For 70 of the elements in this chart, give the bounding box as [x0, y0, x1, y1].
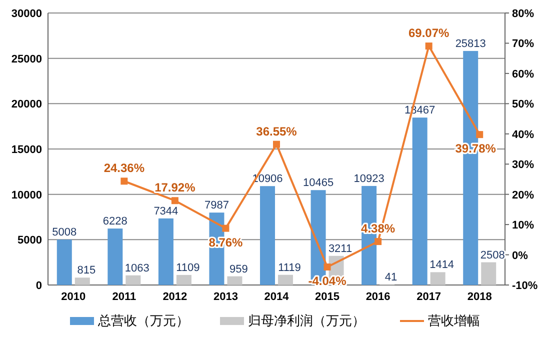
bar — [260, 186, 275, 285]
point — [324, 263, 331, 270]
bar — [176, 274, 192, 285]
y2-tick-label: 40% — [512, 128, 534, 141]
data-label: 1414 — [430, 259, 454, 272]
data-label: 1109 — [176, 262, 200, 274]
data-label: 24.36% — [104, 161, 145, 176]
point — [273, 140, 280, 148]
bar — [126, 275, 141, 285]
y2-tick-label: 60% — [512, 68, 534, 80]
data-label: 7344 — [154, 205, 178, 218]
x-tick-label: 2014 — [264, 291, 290, 303]
y-tick-label: 30000 — [11, 8, 42, 20]
y2-tick-label: 80% — [512, 8, 534, 20]
y-tick-label: 5000 — [18, 234, 42, 247]
y-tick-label: 20000 — [11, 98, 42, 111]
point — [171, 197, 178, 204]
data-label: 3211 — [328, 242, 352, 255]
x-tick-label: 2012 — [162, 291, 188, 303]
y2-tick-label: 10% — [512, 220, 534, 232]
y2-tick-label: -10% — [512, 280, 538, 292]
point — [374, 238, 382, 246]
y-tick-label: 15000 — [11, 144, 42, 156]
y-tick-label: 25000 — [11, 53, 42, 66]
data-label: 6228 — [102, 216, 128, 228]
data-label: 7987 — [204, 200, 229, 212]
y-tick-label: 10000 — [11, 189, 42, 202]
bar — [158, 218, 174, 285]
data-label: 959 — [230, 263, 248, 276]
data-label: 1119 — [278, 262, 301, 274]
data-label: 36.55% — [256, 124, 298, 138]
bar — [108, 228, 123, 285]
bar — [481, 262, 496, 285]
data-label: 69.07% — [408, 26, 450, 40]
legend-label: 营收增幅 — [428, 313, 480, 328]
y2-tick-label: 50% — [512, 98, 534, 111]
data-label: 10465 — [302, 177, 334, 190]
data-label: 41 — [384, 272, 398, 284]
bar — [412, 118, 428, 285]
y2-tick-label: 30% — [512, 159, 534, 172]
y-tick-label: 0 — [36, 280, 42, 292]
point — [476, 131, 484, 138]
x-tick-label: 2011 — [112, 291, 136, 303]
x-tick-label: 2017 — [416, 291, 442, 303]
data-label: 815 — [77, 264, 96, 277]
legend-label: 总营收（万元） — [97, 313, 189, 328]
x-tick-label: 2018 — [467, 291, 492, 303]
data-label: 25813 — [455, 38, 486, 50]
y2-tick-label: 20% — [512, 189, 534, 202]
data-label: 17.92% — [154, 180, 196, 195]
x-tick-label: 2010 — [61, 291, 86, 303]
bar — [430, 272, 446, 285]
legend-label: 归母净利润（万元） — [248, 313, 365, 328]
data-label: 10923 — [354, 172, 384, 185]
x-tick-label: 2013 — [213, 291, 238, 303]
bar — [227, 276, 242, 285]
point — [120, 178, 128, 185]
data-label: 1063 — [124, 262, 150, 274]
data-label: 8.76% — [208, 235, 244, 250]
y2-tick-label: 0% — [512, 250, 528, 262]
bar — [278, 274, 293, 285]
x-tick-label: 2015 — [315, 291, 340, 303]
bar — [56, 240, 72, 285]
point — [222, 224, 230, 232]
data-label: 5008 — [52, 226, 77, 239]
y2-tick-label: 70% — [512, 38, 534, 50]
x-tick-label: 2016 — [366, 291, 390, 303]
point — [425, 42, 432, 50]
bar — [74, 278, 90, 285]
data-label: 2508 — [480, 249, 505, 262]
